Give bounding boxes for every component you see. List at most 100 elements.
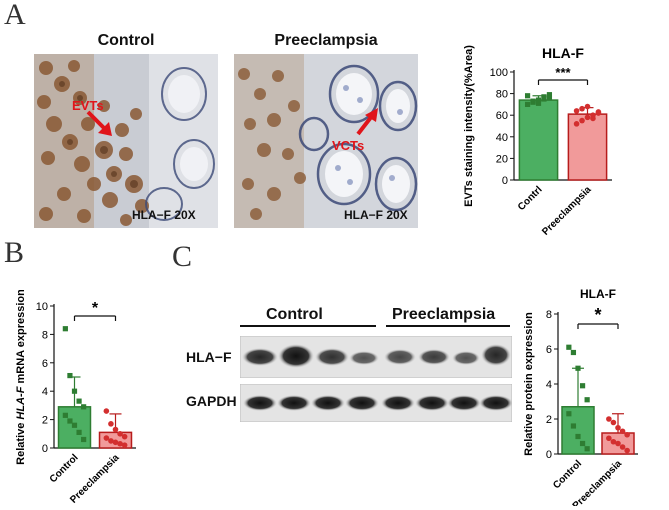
evts-arrow-label: EVTs: [72, 98, 104, 113]
y-tick-label: 4: [546, 379, 552, 391]
data-point: [610, 419, 617, 426]
data-point: [81, 436, 87, 443]
blot-row-hla-label: HLA−F: [186, 349, 232, 365]
data-point: [76, 398, 82, 404]
x-tick-label: Contrl: [516, 184, 545, 213]
blot-group-preeclampsia-label: Preeclampsia: [392, 306, 496, 323]
data-point: [67, 418, 73, 424]
chart-title: HLA-F: [542, 45, 584, 61]
data-point: [570, 423, 577, 429]
significance-marker: ***: [555, 65, 571, 80]
data-point: [546, 95, 553, 101]
data-point: [81, 404, 87, 410]
bar-0: [518, 99, 559, 181]
data-point: [112, 426, 119, 433]
data-point: [103, 408, 110, 414]
data-point: [566, 344, 572, 350]
data-point: [117, 440, 123, 447]
data-point: [76, 429, 82, 435]
blot-control-bracket: [240, 325, 376, 327]
preeclampsia-micrograph-title: Preeclampsia: [274, 32, 378, 49]
data-point: [530, 98, 536, 104]
data-point: [624, 447, 630, 454]
data-point: [524, 101, 531, 107]
panel-letter-a: A: [4, 0, 26, 31]
control-tissue-image: [34, 54, 218, 228]
panel-letter-b: B: [4, 236, 25, 269]
y-axis-label-part: mRNA expression: [15, 290, 27, 387]
chart-c-protein-expression: HLA-F Relative protein expression 0 2 4 6 8 Con…: [523, 287, 638, 506]
data-point: [570, 349, 577, 356]
data-point: [62, 412, 68, 418]
y-axis-label-part: Relative: [15, 420, 27, 465]
y-tick-label: 4: [42, 386, 48, 398]
data-point: [619, 444, 626, 450]
y-tick-label: 6: [546, 344, 552, 356]
data-point: [584, 446, 590, 452]
significance-marker: *: [92, 300, 99, 317]
data-point: [619, 428, 626, 435]
blot-hla-f-strip: [240, 336, 512, 378]
x-tick-label: Preeclampsia: [540, 184, 594, 238]
data-point: [579, 105, 585, 112]
data-point: [573, 108, 580, 114]
data-point: [579, 117, 585, 124]
panel-letter-c: C: [172, 240, 193, 273]
data-point: [121, 433, 128, 440]
chart-title: HLA-F: [580, 287, 616, 301]
data-point: [606, 435, 612, 442]
y-axis-label: EVTs staining intensity(%Area): [463, 45, 475, 207]
data-point: [575, 433, 581, 440]
data-point: [112, 439, 119, 446]
data-point: [584, 114, 591, 121]
y-tick-label: 80: [496, 89, 508, 101]
data-point: [108, 438, 114, 444]
y-axis-label-part: HLA-F: [15, 386, 27, 419]
data-point: [615, 440, 621, 447]
data-point: [584, 103, 591, 110]
chart-a-staining-intensity: HLA-F EVTs staining intensity(%Area) 0 20 40…: [463, 45, 612, 238]
preeclampsia-scale-label: HLA−F 20X: [344, 208, 408, 222]
y-tick-label: 8: [546, 309, 552, 321]
data-point: [71, 422, 78, 428]
data-point: [573, 121, 580, 127]
y-tick-label: 60: [496, 110, 508, 122]
data-point: [579, 383, 586, 389]
vcts-arrow-icon: [356, 108, 378, 136]
data-point: [590, 115, 596, 122]
data-point: [579, 440, 586, 447]
data-point: [524, 93, 531, 99]
vcts-arrow-label: VCTs: [332, 138, 365, 153]
data-point: [103, 435, 110, 441]
y-tick-label: 8: [42, 329, 48, 341]
evts-arrow-icon: [86, 110, 112, 136]
y-tick-label: 2: [546, 414, 552, 426]
control-micrograph-title: Control: [97, 32, 155, 49]
data-point: [595, 109, 602, 115]
data-point: [541, 94, 547, 100]
data-point: [566, 411, 572, 417]
y-tick-label: 2: [42, 415, 48, 427]
blot-row-gapdh-label: GAPDH: [186, 393, 237, 409]
blot-group-control-label: Control: [266, 306, 323, 323]
y-tick-label: 6: [42, 358, 48, 370]
chart-b-mrna-expression: Relative HLA-F mRNA expression 0 2 4 6 8 10 Con…: [15, 290, 136, 506]
data-point: [108, 421, 114, 427]
data-point: [615, 424, 621, 431]
x-tick-label: Control: [551, 458, 584, 491]
data-point: [546, 92, 553, 98]
blot-preeclampsia-bracket: [386, 325, 510, 327]
y-tick-label: 10: [36, 301, 48, 313]
blot-gapdh-strip: [240, 384, 512, 422]
data-point: [624, 431, 630, 438]
data-point: [67, 372, 73, 379]
y-tick-label: 0: [42, 443, 48, 455]
x-tick-label: Control: [48, 452, 81, 485]
data-point: [610, 438, 617, 445]
data-point: [71, 388, 78, 394]
data-point: [117, 431, 123, 437]
data-point: [121, 442, 128, 448]
data-point: [535, 97, 542, 103]
y-tick-label: 40: [496, 132, 508, 144]
preeclampsia-tissue-image: [234, 54, 418, 228]
